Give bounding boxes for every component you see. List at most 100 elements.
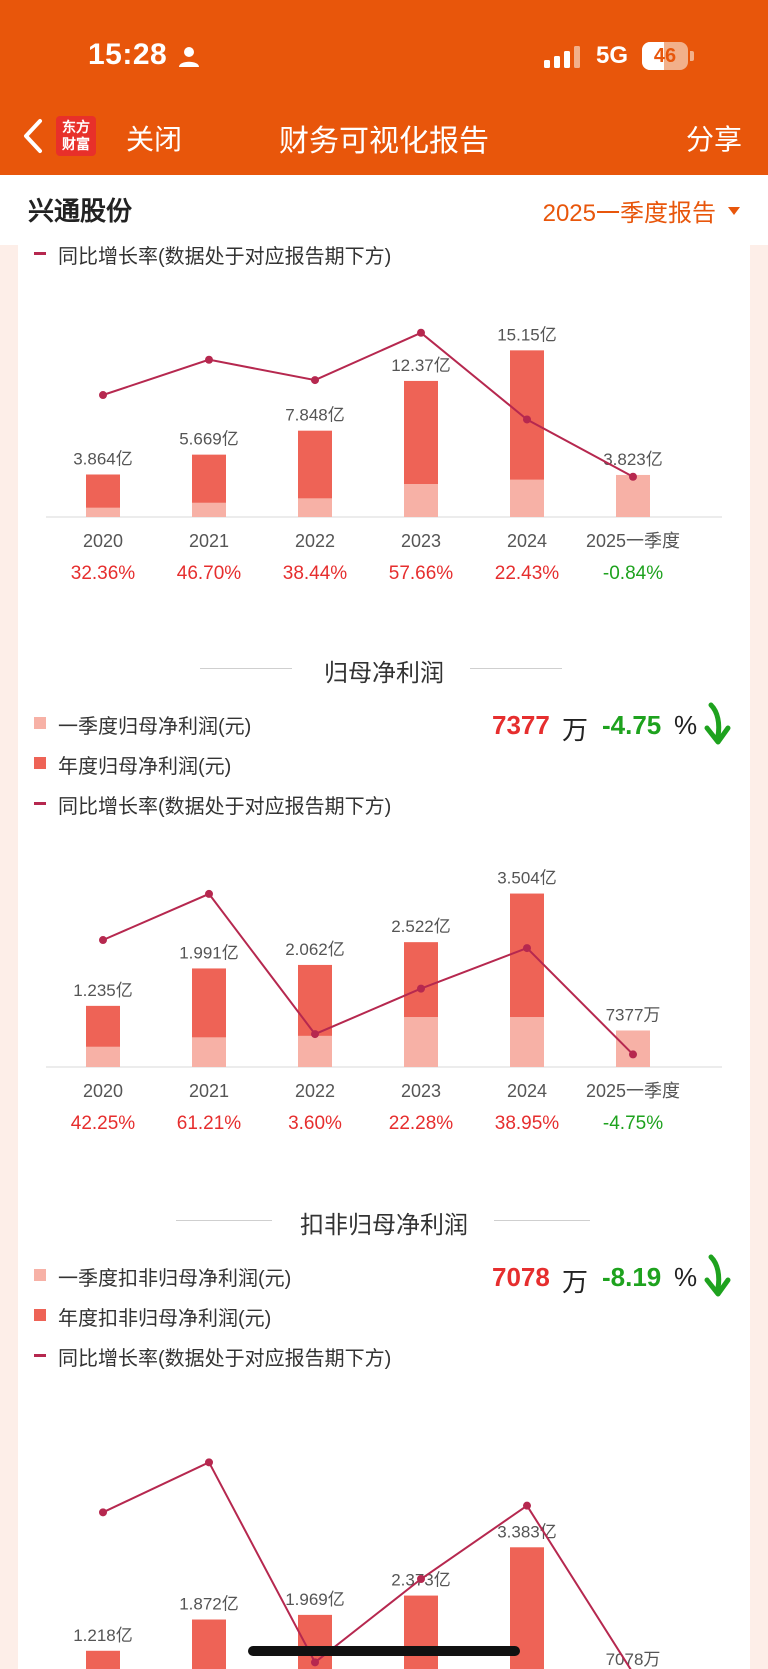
growth-label: 61.21%: [177, 1113, 242, 1134]
bar-quarter: [192, 502, 226, 517]
report-period-select[interactable]: 2025一季度报告: [542, 200, 716, 227]
stock-name: 兴通股份: [28, 196, 133, 226]
net-profit-chart: 1.235亿 1.991亿 2.062亿 2.522亿 3.504亿 7377万 2020 2…: [46, 869, 722, 1134]
category-label: 2023: [401, 531, 441, 551]
logo-line1: 东方: [62, 119, 90, 135]
growth-label: 46.70%: [177, 563, 242, 584]
growth-point: [205, 889, 213, 898]
growth-label: 22.28%: [389, 1113, 454, 1134]
growth-label: 57.66%: [389, 563, 454, 584]
section-rule-left: [176, 1220, 272, 1221]
person-icon: [179, 47, 199, 67]
bar-value-label: 15.15亿: [497, 325, 557, 344]
growth-point: [417, 984, 425, 993]
growth-point: [311, 1658, 319, 1667]
category-label: 2025一季度: [586, 1081, 680, 1101]
growth-point: [205, 1458, 213, 1467]
battery-level: 46: [653, 45, 677, 67]
category-label: 2024: [507, 531, 547, 551]
growth-line: [102, 892, 634, 1056]
bar-annual: [404, 1595, 438, 1669]
highlight-unit: 万: [562, 1267, 589, 1297]
bar-value-label: 1.218亿: [73, 1626, 133, 1645]
cellular-signal-icon: [544, 46, 580, 68]
growth-point: [99, 936, 107, 945]
growth-point: [523, 944, 531, 953]
battery-icon: 46: [642, 42, 694, 70]
bar-quarter: [616, 474, 650, 517]
back-chevron-icon[interactable]: [22, 118, 44, 154]
stock-header: 兴通股份 2025一季度报告: [0, 175, 768, 245]
content-area: 同比增长率(数据处于对应报告期下方) 3.864亿 5.669亿 7.848亿 12.…: [0, 245, 768, 1669]
category-label: 2021: [189, 531, 229, 551]
app-logo: 东方 财富: [56, 116, 96, 156]
bar-value-label: 2.062亿: [285, 940, 345, 959]
growth-point: [523, 415, 531, 424]
bar-quarter: [298, 1035, 332, 1067]
growth-label: 42.25%: [71, 1113, 136, 1134]
highlight-percent-sign: %: [674, 1262, 698, 1292]
category-label: 2020: [83, 531, 123, 551]
bar-quarter: [192, 1037, 226, 1067]
growth-point: [417, 328, 425, 337]
legend-swatch-quarter: [34, 1269, 46, 1281]
bar-value-label: 7377万: [606, 1005, 661, 1024]
growth-point: [205, 355, 213, 364]
bar-quarter: [86, 1046, 120, 1067]
legend-swatch-quarter: [34, 717, 46, 729]
bar-value-label: 5.669亿: [179, 430, 239, 449]
bar-annual: [192, 1619, 226, 1669]
bar-quarter: [404, 1017, 438, 1067]
growth-point: [311, 376, 319, 385]
bar-value-label: 1.969亿: [285, 1590, 345, 1609]
chevron-down-icon[interactable]: [728, 207, 740, 215]
bar-quarter: [86, 507, 120, 517]
down-arrow-icon: [704, 702, 731, 745]
down-arrow-icon: [704, 1254, 731, 1297]
growth-label: -4.75%: [603, 1113, 663, 1134]
legend-swatch-growth: [34, 252, 46, 255]
section-rule-left: [200, 668, 292, 669]
bar-quarter: [510, 479, 544, 517]
legend-growth-label: 同比增长率(数据处于对应报告期下方): [58, 796, 392, 818]
bar-quarter: [616, 1030, 650, 1067]
growth-line: [102, 1460, 632, 1669]
legend-swatch-growth: [34, 802, 46, 805]
legend-swatch-annual: [34, 1309, 46, 1321]
home-indicator[interactable]: [248, 1646, 520, 1656]
bar-annual: [86, 1650, 120, 1669]
section-rule-right: [470, 668, 562, 669]
bar-value-label: 1.872亿: [179, 1595, 239, 1614]
growth-label: 38.95%: [495, 1113, 560, 1134]
bar-value-label: 3.504亿: [497, 869, 557, 888]
highlight-percent: -8.19: [602, 1262, 662, 1292]
growth-point: [311, 1030, 319, 1039]
section-title-deducted-net-profit: 扣非归母净利润: [300, 1212, 468, 1239]
revenue-chart: 3.864亿 5.669亿 7.848亿 12.37亿 15.15亿 3.823亿 2020…: [46, 325, 722, 584]
category-label: 2025一季度: [586, 531, 680, 551]
top-bar: 15:28 5G 46 东方 财富 关闭 财务可视化报告 分享: [0, 0, 768, 175]
bar-quarter: [404, 484, 438, 517]
legend-swatch-growth: [34, 1354, 46, 1357]
highlight-value: 7078: [492, 1262, 550, 1292]
legend-quarter-label: 一季度扣非归母净利润(元): [58, 1268, 292, 1290]
category-label: 2021: [189, 1081, 229, 1101]
growth-line: [102, 331, 634, 478]
legend-annual-label: 年度归母净利润(元): [58, 756, 232, 778]
growth-point: [417, 1575, 425, 1583]
share-button[interactable]: 分享: [685, 124, 742, 155]
category-label: 2024: [507, 1081, 547, 1101]
growth-point: [99, 1508, 107, 1517]
highlight-unit: 万: [562, 715, 589, 745]
report-card: 同比增长率(数据处于对应报告期下方) 3.864亿 5.669亿 7.848亿 12.…: [18, 245, 750, 1669]
close-button[interactable]: 关闭: [126, 124, 183, 155]
network-type: 5G: [596, 42, 629, 69]
legend-growth-label: 同比增长率(数据处于对应报告期下方): [58, 1348, 392, 1370]
legend-annual-label: 年度扣非归母净利润(元): [58, 1308, 272, 1330]
page-title: 财务可视化报告: [279, 125, 489, 158]
growth-point: [629, 472, 637, 481]
category-label: 2022: [295, 531, 335, 551]
bar-quarter: [298, 498, 332, 517]
growth-label: 22.43%: [495, 563, 560, 584]
